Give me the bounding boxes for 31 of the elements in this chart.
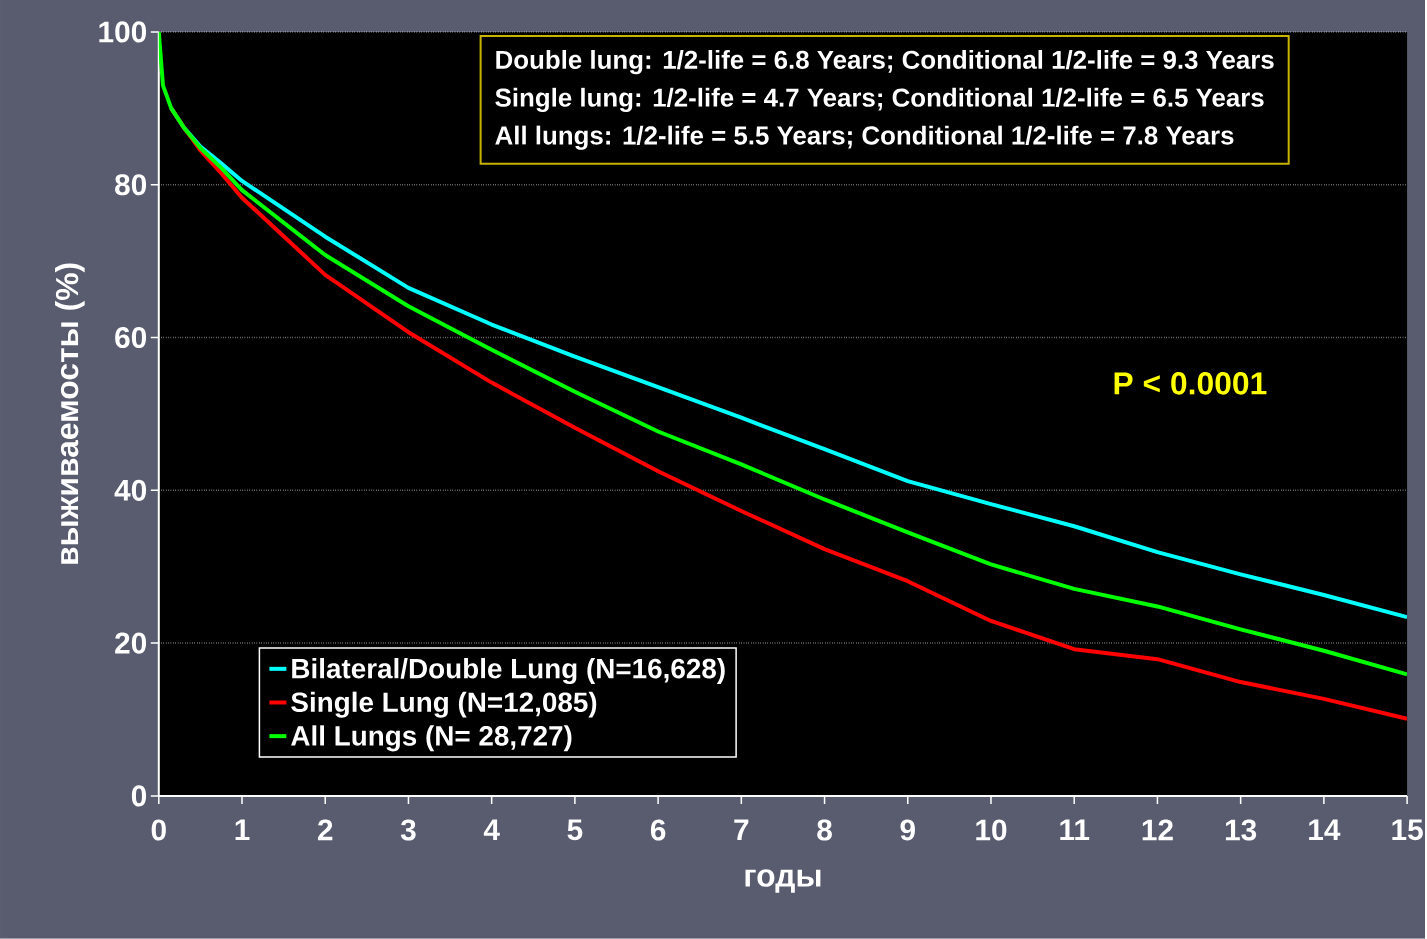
annotation: Single lung: 1/2-life = 4.7 Years; Conditional 1/2-life = 6.5 Years <box>495 87 1264 113</box>
x-tick-label: 8 <box>817 819 832 841</box>
x-tick-label: 3 <box>400 819 416 841</box>
x-tick-label: 13 <box>1225 819 1257 841</box>
x-tick-label: 15 <box>1392 819 1423 841</box>
x-tick-label: 14 <box>1309 819 1341 841</box>
x-tick-label: 1 <box>235 819 250 841</box>
y-tick-label: 60 <box>115 327 147 349</box>
y-tick-label: 0 <box>131 785 147 807</box>
x-tick-label: 5 <box>567 819 583 841</box>
y-tick-label: 40 <box>114 479 147 502</box>
x-tick-label: 9 <box>900 819 915 841</box>
y-tick-label: 20 <box>115 632 147 654</box>
y-tick-label: 100 <box>99 21 147 43</box>
legend-label: All Lungs (N= 28,727) <box>291 725 572 752</box>
y-tick-label: 80 <box>115 174 147 196</box>
annotation: All lungs: 1/2-life = 5.5 Years; Conditional 1/2-life = 7.8 Years <box>495 125 1234 150</box>
x-tick-label: 0 <box>151 819 166 841</box>
x-tick-label: 10 <box>976 819 1007 841</box>
annotation: P < 0.0001 <box>1114 372 1267 395</box>
x-tick-label: 6 <box>650 819 666 841</box>
x-tick-label: 11 <box>1060 819 1090 841</box>
x-axis-title: годы <box>745 869 821 893</box>
legend-label: Single Lung (N=12,085) <box>291 691 597 718</box>
legend-label: Bilateral/Double Lung (N=16,628) <box>292 658 725 685</box>
y-axis-title: выживаемосты (%) <box>55 263 85 564</box>
x-tick-label: 2 <box>317 819 333 841</box>
x-tick-label: 7 <box>734 819 749 841</box>
x-tick-label: 4 <box>483 819 500 841</box>
x-tick-label: 12 <box>1142 819 1173 841</box>
annotation: Double lung: 1/2-life = 6.8 Years; Conditional 1/2-life = 9.3 Years <box>496 50 1274 75</box>
